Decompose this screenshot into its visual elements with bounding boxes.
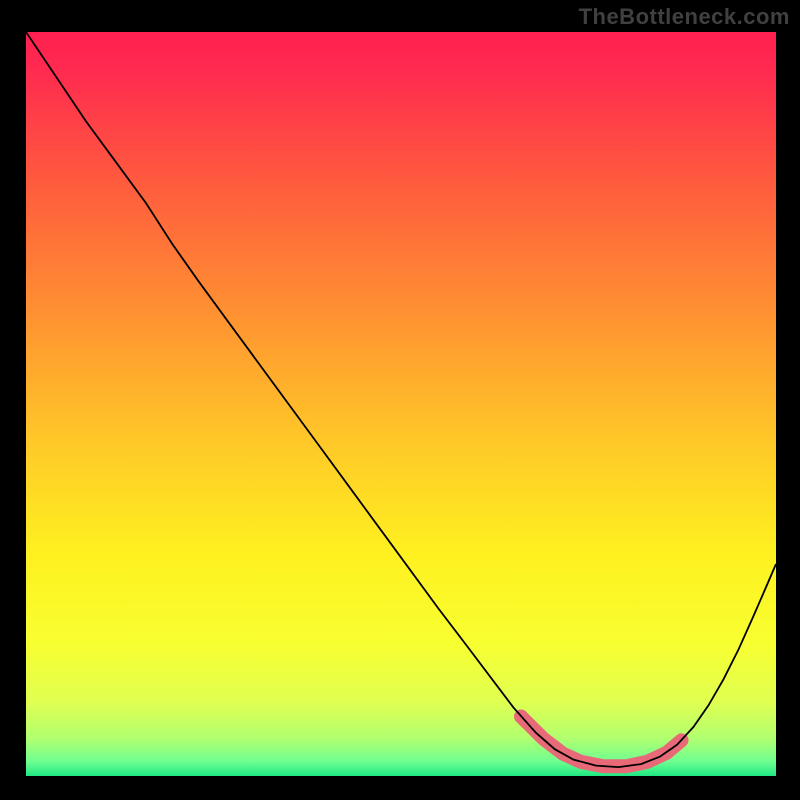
- watermark-text: TheBottleneck.com: [579, 4, 790, 30]
- bottleneck-chart: [0, 0, 800, 800]
- plot-background: [26, 32, 776, 776]
- chart-container: TheBottleneck.com: [0, 0, 800, 800]
